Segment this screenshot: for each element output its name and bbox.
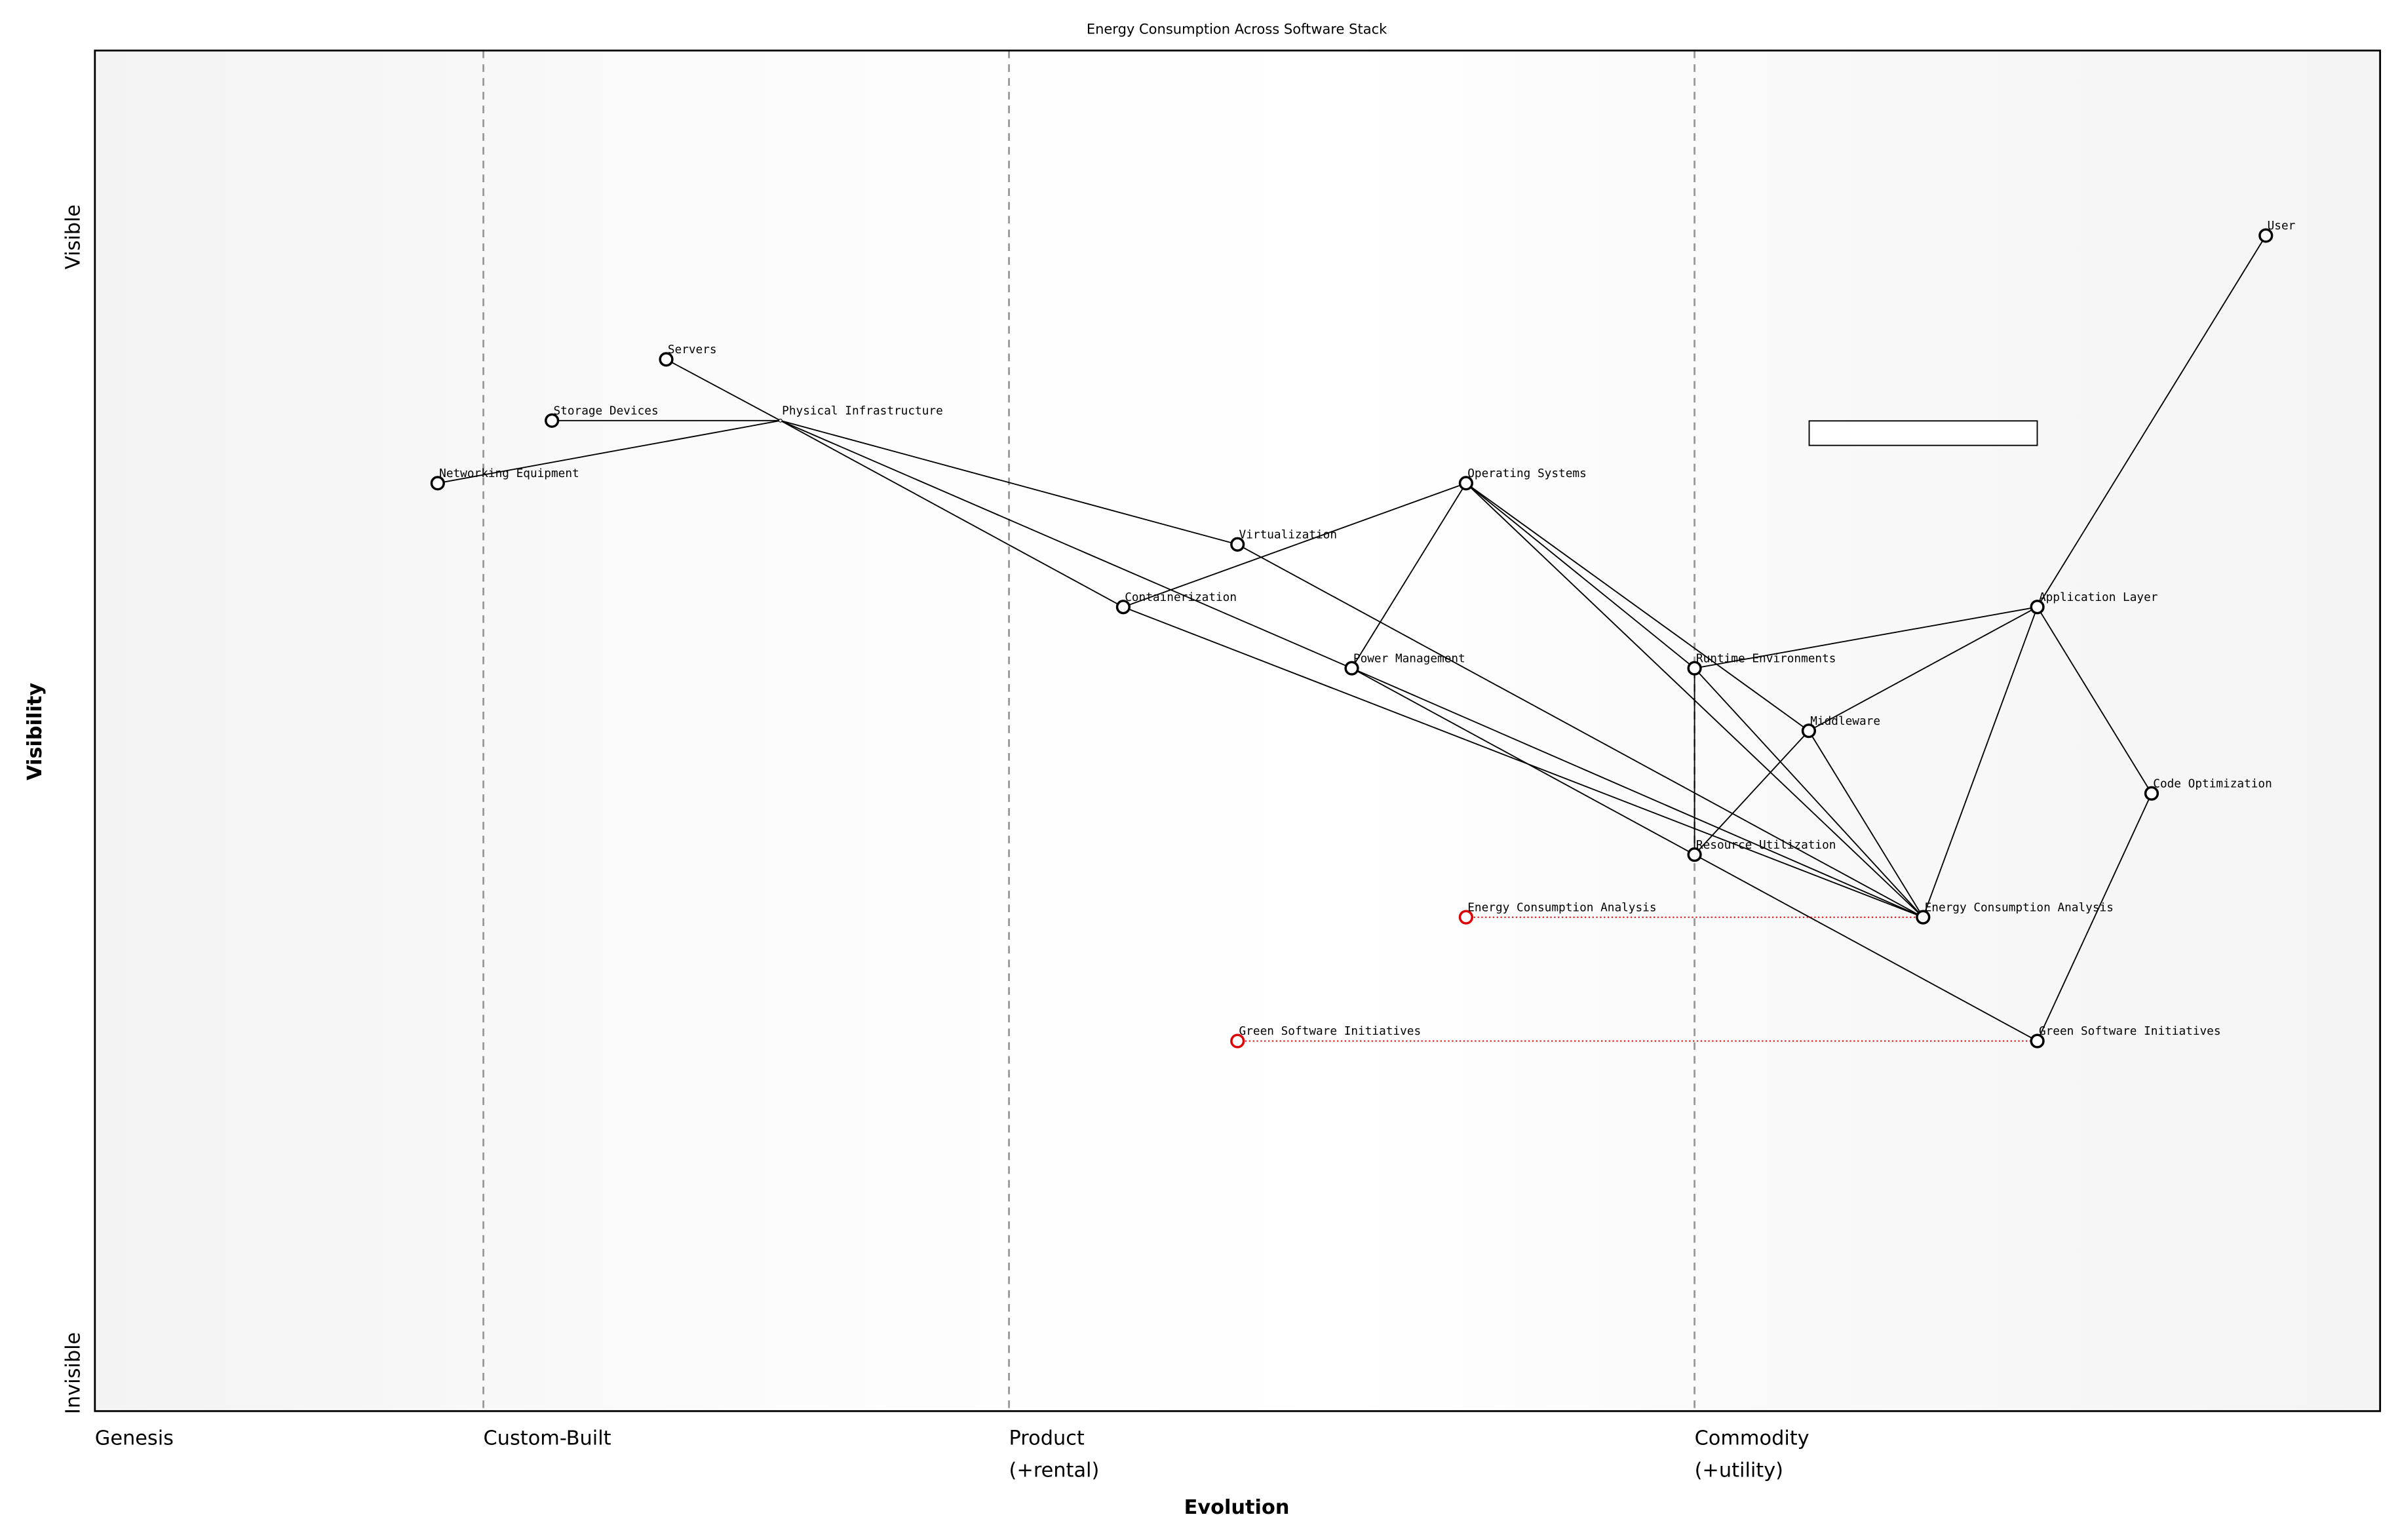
link	[2036, 606, 2152, 794]
link	[780, 419, 1238, 545]
node-label: Storage Devices	[554, 404, 659, 417]
node-label: Networking Equipment	[439, 467, 579, 480]
link	[780, 420, 1124, 608]
node-label: User	[2268, 220, 2296, 233]
link	[2036, 235, 2267, 607]
stage-label: Custom-Built	[484, 1427, 611, 1450]
link	[1351, 667, 1924, 918]
node	[778, 418, 783, 423]
annotation-box	[1808, 420, 2038, 446]
link	[1808, 730, 1924, 918]
node-label: Code Optimization	[2153, 777, 2272, 790]
link	[1351, 482, 1467, 669]
link	[1237, 543, 1924, 918]
stage-label: Product	[1009, 1427, 1085, 1450]
stage-label: Genesis	[95, 1427, 174, 1450]
node	[1115, 600, 1131, 615]
link	[1808, 606, 2038, 732]
stage-label: (+utility)	[1695, 1459, 1783, 1482]
evolve-label: Energy Consumption Analysis	[1467, 901, 1656, 914]
link	[437, 419, 781, 484]
link	[1694, 854, 2038, 1042]
link	[780, 419, 1352, 669]
node-label: Virtualization	[1239, 528, 1337, 541]
node-label: Physical Infrastructure	[782, 404, 943, 417]
evolve-node	[1458, 910, 1473, 925]
link	[1465, 482, 1695, 669]
stage-label: Commodity	[1695, 1427, 1810, 1450]
link	[666, 358, 781, 421]
node-label: Containerization	[1125, 591, 1237, 604]
node-label: Application Layer	[2039, 591, 2158, 604]
x-axis-title: Evolution	[1184, 1496, 1290, 1519]
node-label: Runtime Environments	[1696, 652, 1836, 665]
link	[1694, 668, 1924, 918]
link	[1694, 606, 2038, 669]
node-label: Power Management	[1353, 652, 1465, 665]
plot-frame	[94, 49, 2382, 1412]
node	[1230, 537, 1245, 552]
node	[1344, 661, 1359, 676]
node	[2258, 228, 2274, 243]
y-top-label: Visible	[62, 204, 85, 269]
plot-background	[94, 50, 2380, 1412]
link	[1465, 482, 1810, 731]
link	[1351, 667, 1695, 855]
link	[1465, 482, 1924, 918]
y-axis-title: Visibility	[24, 683, 47, 780]
node	[430, 476, 445, 491]
node	[1916, 910, 1931, 925]
link	[1922, 606, 2038, 917]
node	[2030, 1033, 2045, 1049]
node	[659, 352, 674, 367]
node	[1687, 661, 1702, 676]
link	[1694, 730, 1810, 855]
stage-label: (+rental)	[1009, 1459, 1100, 1482]
node-label: Green Software Initiatives	[2039, 1025, 2221, 1038]
node	[1687, 847, 1702, 862]
node-label: Energy Consumption Analysis	[1925, 901, 2114, 914]
link	[1123, 482, 1467, 608]
node	[1801, 723, 1817, 739]
node-label: Resource Utilization	[1696, 839, 1836, 852]
node-label: Middleware	[1810, 715, 1880, 728]
node-label: Servers	[668, 343, 717, 356]
node	[545, 413, 560, 428]
y-bottom-label: Invisible	[62, 1332, 85, 1414]
title: Energy Consumption Across Software Stack	[1087, 20, 1387, 37]
node	[1458, 476, 1473, 491]
evolve-node	[1230, 1033, 1245, 1049]
evolve-label: Green Software Initiatives	[1239, 1025, 1422, 1038]
node-label: Operating Systems	[1467, 467, 1587, 480]
link	[2036, 793, 2152, 1041]
node	[2144, 786, 2159, 801]
node	[2030, 600, 2045, 615]
